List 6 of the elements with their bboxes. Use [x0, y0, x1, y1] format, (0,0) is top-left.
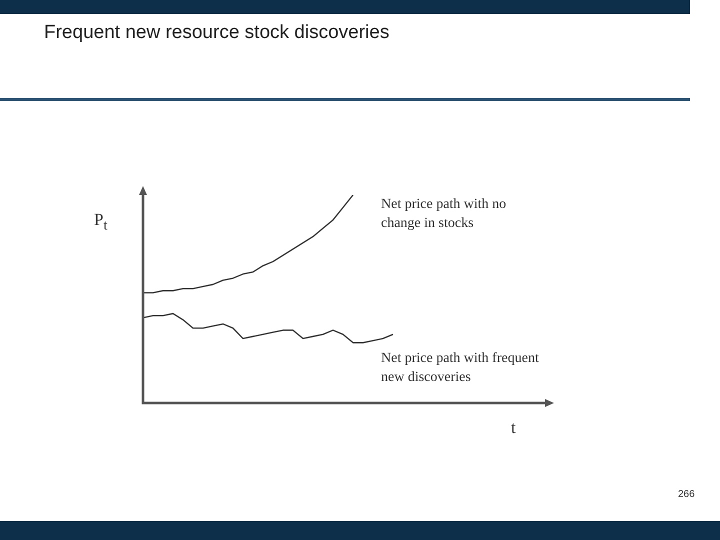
annotation: Net price path with no change in stocks [381, 196, 508, 233]
annotation: Net price path with frequent new discoveries [381, 350, 540, 387]
text: 266 [678, 489, 695, 500]
y-axis-title: P$_{t}$ [94, 210, 108, 234]
chart-title: Frequent new resource stock discoveries [44, 22, 390, 44]
x-axis-title: t [511, 418, 516, 438]
